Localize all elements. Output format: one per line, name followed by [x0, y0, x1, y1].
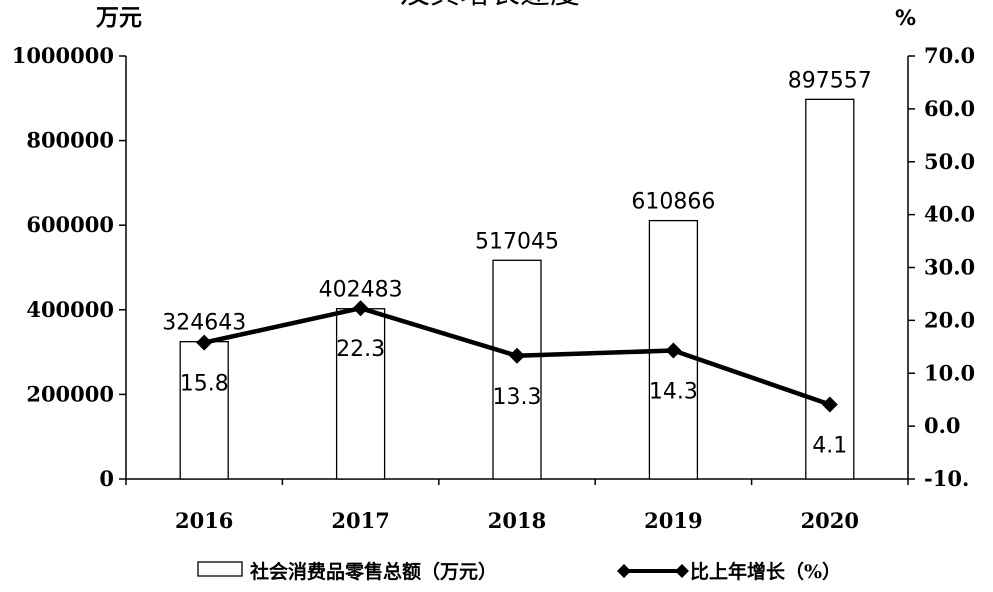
growth-marker — [509, 347, 525, 364]
right-tick-label: -10. — [924, 466, 969, 491]
right-tick-label: 10.0 — [924, 360, 975, 385]
growth-marker — [665, 342, 682, 359]
growth-value-label: 14.3 — [649, 380, 698, 405]
right-tick-label: 70.0 — [924, 43, 975, 68]
growth-value-label: 4.1 — [812, 433, 847, 458]
legend-line-label: 比上年增长（%） — [690, 560, 841, 583]
growth-value-label: 22.3 — [336, 337, 385, 362]
bar-value-label: 517045 — [475, 229, 559, 254]
legend-bar-swatch — [197, 561, 243, 577]
legend: 社会消费品零售总额（万元） 比上年增长（%） — [197, 560, 841, 583]
bar-value-label: 402483 — [319, 278, 403, 303]
plot-area: 0 200000 400000 600000 800000 1000000 -10. 0.0 1… — [12, 43, 975, 533]
right-tick-label: 0.0 — [924, 413, 961, 438]
right-tick-label: 50.0 — [924, 149, 975, 174]
left-tick-label: 400000 — [26, 297, 114, 322]
legend-line-marker-right — [675, 564, 689, 578]
bar — [805, 98, 855, 480]
right-tick-label: 30.0 — [924, 255, 975, 280]
x-tick-label: 2020 — [801, 508, 859, 533]
legend-line-marker-left — [617, 564, 631, 578]
x-tick-label: 2017 — [331, 508, 389, 533]
left-tick-label: 1000000 — [12, 43, 114, 68]
growth-marker — [352, 300, 369, 317]
left-tick-label: 800000 — [26, 128, 114, 153]
x-tick-label: 2016 — [175, 508, 233, 533]
left-tick-label: 200000 — [26, 381, 114, 406]
x-tick-label: 2019 — [644, 508, 702, 533]
left-tick-label: 600000 — [26, 212, 114, 237]
bar — [335, 308, 386, 480]
left-tick-label: 0 — [99, 466, 114, 491]
bar-value-label: 610866 — [631, 190, 715, 215]
legend-bar-label: 社会消费品零售总额（万元） — [249, 560, 497, 583]
right-tick-label: 60.0 — [924, 96, 975, 121]
chart-title: 及其增长速度 — [400, 0, 580, 11]
right-tick-label: 20.0 — [924, 307, 975, 332]
x-tick-label: 2018 — [488, 508, 546, 533]
bar-value-label: 897557 — [788, 68, 872, 93]
growth-marker — [821, 396, 838, 413]
growth-marker — [196, 334, 213, 351]
bar — [179, 341, 229, 480]
right-tick-label: 40.0 — [924, 202, 975, 227]
left-axis-unit: 万元 — [96, 4, 142, 31]
bar — [492, 259, 542, 480]
growth-value-label: 13.3 — [493, 385, 542, 410]
growth-value-label: 15.8 — [180, 372, 229, 397]
bar-value-label: 324643 — [162, 311, 246, 336]
right-axis-unit: % — [895, 6, 916, 30]
